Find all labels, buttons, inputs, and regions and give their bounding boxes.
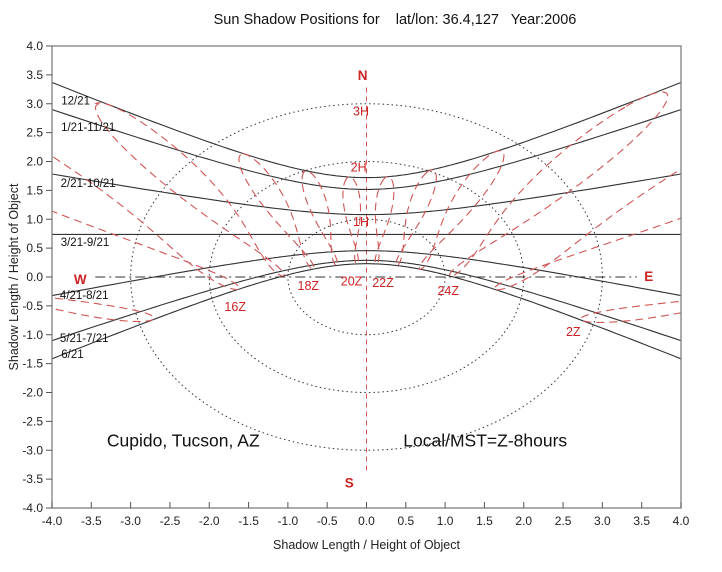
date-curve-label: 4/21-8/21 <box>60 290 109 302</box>
x-tick-label: 4.0 <box>673 514 690 528</box>
y-tick-label: -3.5 <box>22 472 43 486</box>
date-curve-label: 1/21-11/21 <box>61 122 115 134</box>
hour-analemma-17z <box>94 102 285 277</box>
x-tick-label: -2.0 <box>199 514 220 528</box>
x-tick-label: 1.5 <box>476 514 493 528</box>
date-curve-12-21 <box>52 81 681 179</box>
hour-circle-label: 3H <box>353 104 369 118</box>
x-tick-label: -1.0 <box>278 514 299 528</box>
x-tick-label: -1.5 <box>238 514 259 528</box>
hour-analemma-18z <box>238 153 315 270</box>
hour-label-20z: 20Z <box>341 275 363 289</box>
hour-analemma-16z <box>52 155 241 291</box>
location-annotation: Cupido, Tucson, AZ <box>107 431 260 451</box>
y-tick-label: 2.5 <box>26 126 43 140</box>
hour-analemma-20z <box>342 176 362 265</box>
compass-label-w: W <box>74 272 87 287</box>
hour-analemma-19z <box>301 170 339 267</box>
chart-title: Sun Shadow Positions for lat/lon: 36.4,1… <box>213 12 577 28</box>
x-tick-label: -2.5 <box>160 514 181 528</box>
compass-label-n: N <box>358 68 368 83</box>
x-tick-label: 3.5 <box>633 514 650 528</box>
y-tick-label: -4.0 <box>22 501 43 515</box>
y-tick-label: -2.5 <box>22 414 43 428</box>
y-axis-label: Shadow Length / Height of Object <box>7 183 21 371</box>
y-tick-label: -0.5 <box>22 299 43 313</box>
hour-circle-label: 1H <box>353 215 369 229</box>
hour-analemma-22z <box>395 169 437 267</box>
date-curve-5-21-7-21 <box>52 259 681 342</box>
y-tick-label: 1.0 <box>26 212 43 226</box>
x-tick-label: 0.5 <box>397 514 414 528</box>
x-axis-label: Shadow Length / Height of Object <box>273 538 460 552</box>
date-curve-label: 12/21 <box>61 95 90 107</box>
y-tick-label: -3.0 <box>22 443 43 457</box>
date-curve-label: 3/21-9/21 <box>61 237 110 249</box>
hour-analemma-21z <box>374 176 395 265</box>
hour-analemma-23z <box>418 150 505 270</box>
compass-label-e: E <box>644 269 653 284</box>
date-curve-label: 2/21-10/21 <box>61 178 116 190</box>
date-curve-1-21-11-21 <box>52 108 681 190</box>
y-tick-label: 3.0 <box>26 97 43 111</box>
date-curve-label: 5/21-7/21 <box>60 333 109 345</box>
y-tick-label: -1.5 <box>22 357 43 371</box>
hour-label-24z: 24Z <box>437 284 459 298</box>
hour-analemma-1z <box>493 168 681 291</box>
x-tick-label: -3.0 <box>120 514 141 528</box>
date-curve-4-21-8-21 <box>52 250 681 297</box>
x-tick-label: -0.5 <box>317 514 338 528</box>
y-tick-label: 2.0 <box>26 155 43 169</box>
y-tick-label: 1.5 <box>26 183 43 197</box>
hour-label-18z: 18Z <box>298 279 320 293</box>
date-curve-6-21 <box>52 263 681 360</box>
date-curve-label: 6/21 <box>61 349 83 361</box>
hour-analemma-24z <box>448 91 669 277</box>
x-tick-label: 3.0 <box>594 514 611 528</box>
y-tick-label: -2.0 <box>22 386 43 400</box>
y-tick-label: 3.5 <box>26 68 43 82</box>
date-curve-2-21-10-21 <box>52 173 681 216</box>
y-tick-label: 4.0 <box>26 39 43 53</box>
hour-circle-label: 2H <box>351 160 367 174</box>
x-tick-label: 2.5 <box>555 514 572 528</box>
x-tick-label: 2.0 <box>515 514 532 528</box>
x-tick-label: -4.0 <box>42 514 63 528</box>
y-tick-label: -1.0 <box>22 328 43 342</box>
compass-label-s: S <box>345 476 354 491</box>
hour-label-22z: 22Z <box>372 276 394 290</box>
y-tick-label: 0.0 <box>26 270 43 284</box>
x-tick-label: 1.0 <box>437 514 454 528</box>
hour-label-2z: 2Z <box>566 325 581 339</box>
hour-label-16z: 16Z <box>224 300 246 314</box>
hour-analemma-2z <box>580 300 681 323</box>
x-tick-label: 0.0 <box>358 514 375 528</box>
timezone-annotation: Local/MST=Z-8hours <box>403 431 567 451</box>
x-tick-label: -3.5 <box>81 514 102 528</box>
y-tick-label: 0.5 <box>26 241 43 255</box>
